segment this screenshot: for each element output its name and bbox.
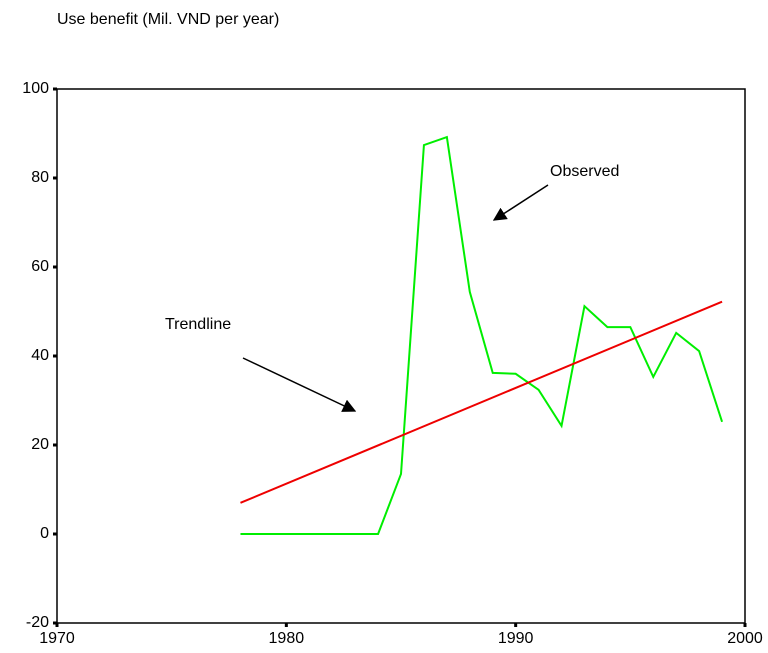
y-tick-label: -20: [26, 614, 49, 631]
x-tick-label: 1980: [269, 630, 305, 647]
observed-arrow: [492, 184, 549, 221]
x-tick-label: 2000: [727, 630, 763, 647]
x-tick-label: 1990: [498, 630, 534, 647]
series-line: [240, 135, 724, 535]
x-tick-label: 1970: [39, 630, 75, 647]
y-tick-label: 80: [31, 169, 49, 186]
trendline-arrow: [242, 357, 357, 412]
y-tick-label: 60: [31, 258, 49, 275]
y-tick-label: 0: [40, 525, 49, 542]
series-line: [240, 300, 723, 504]
y-tick-label: 40: [31, 347, 49, 364]
chart-title: Use benefit (Mil. VND per year): [57, 11, 279, 28]
y-tick-label: 20: [31, 436, 49, 453]
observed-annotation: Observed: [550, 163, 619, 180]
trendline-annotation: Trendline: [165, 316, 231, 333]
y-tick-label: 100: [22, 80, 49, 97]
plot-frame: [56, 88, 746, 624]
